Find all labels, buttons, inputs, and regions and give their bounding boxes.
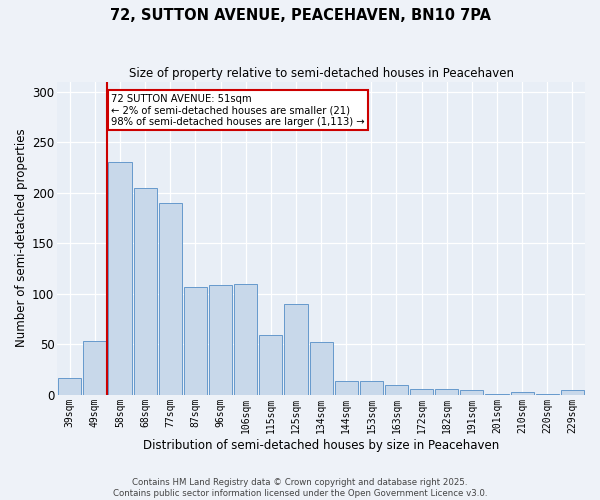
Bar (134, 188, 157, 394)
Bar (109, 162, 131, 394)
Bar (385, 386, 408, 394)
Bar (284, 304, 308, 394)
Bar (460, 390, 484, 394)
Bar (259, 335, 283, 394)
Bar (335, 382, 358, 394)
Bar (234, 284, 257, 395)
Bar (511, 392, 534, 394)
Bar (159, 203, 182, 394)
Title: Size of property relative to semi-detached houses in Peacehaven: Size of property relative to semi-detach… (128, 68, 514, 80)
Bar (83, 341, 106, 394)
Bar (410, 390, 433, 394)
Bar (310, 342, 332, 394)
Bar (58, 378, 82, 394)
Text: Contains HM Land Registry data © Crown copyright and database right 2025.
Contai: Contains HM Land Registry data © Crown c… (113, 478, 487, 498)
X-axis label: Distribution of semi-detached houses by size in Peacehaven: Distribution of semi-detached houses by … (143, 440, 499, 452)
Text: 72, SUTTON AVENUE, PEACEHAVEN, BN10 7PA: 72, SUTTON AVENUE, PEACEHAVEN, BN10 7PA (110, 8, 491, 22)
Bar (184, 286, 207, 395)
Bar (209, 284, 232, 395)
Bar (435, 390, 458, 394)
Y-axis label: Number of semi-detached properties: Number of semi-detached properties (15, 129, 28, 348)
Bar (561, 390, 584, 394)
Text: 72 SUTTON AVENUE: 51sqm
← 2% of semi-detached houses are smaller (21)
98% of sem: 72 SUTTON AVENUE: 51sqm ← 2% of semi-det… (111, 94, 365, 127)
Bar (360, 382, 383, 394)
